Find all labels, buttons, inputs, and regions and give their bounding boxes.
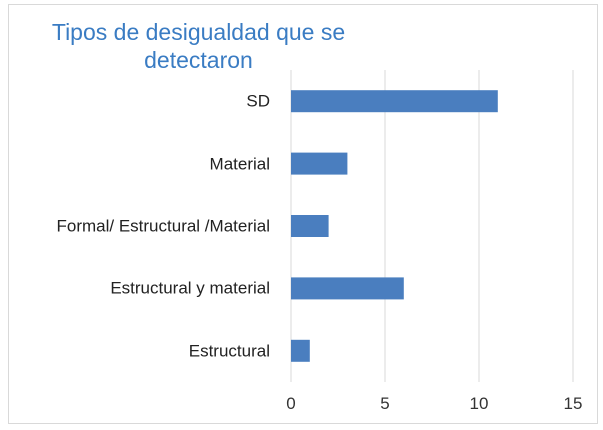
x-tick-label: 10 [470, 394, 489, 414]
chart-frame [8, 4, 598, 424]
bar [291, 152, 348, 175]
x-tick-label-text: 5 [380, 394, 390, 413]
bar [291, 339, 310, 362]
y-tick-label: Estructural [45, 340, 270, 361]
bar [291, 215, 329, 237]
chart-title: Tipos de desigualdad que se detectaron [51, 19, 346, 73]
y-tick-label: Material [45, 153, 270, 174]
x-tick-label: 15 [564, 394, 583, 414]
y-tick-label: SD [45, 91, 270, 112]
bar [291, 90, 498, 113]
y-tick-label: Formal/ Estructural /Material [45, 216, 271, 237]
bar [291, 277, 404, 300]
y-tick-label: Estructural y material [45, 278, 270, 299]
x-tick-label: 0 [286, 394, 295, 414]
y-tick-label-text: Material [209, 154, 270, 174]
x-tick-label: 5 [380, 394, 389, 414]
y-tick-label-text: Formal/ Estructural /Material [56, 216, 271, 236]
x-tick-label-text: 10 [469, 394, 489, 413]
y-tick-label-text: SD [246, 91, 270, 111]
y-tick-label-text: Estructural y material [110, 278, 270, 298]
x-tick-label-text: 15 [563, 394, 583, 413]
y-tick-label-text: Estructural [188, 341, 270, 361]
x-tick-label-text: 0 [286, 394, 296, 413]
